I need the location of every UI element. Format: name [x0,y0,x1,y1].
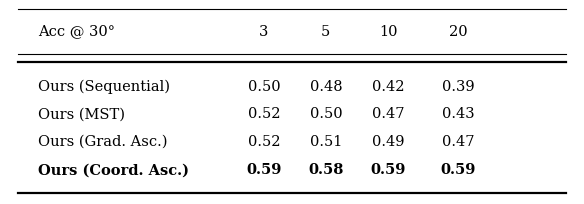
Text: 0.50: 0.50 [310,107,342,121]
Text: 0.39: 0.39 [442,80,475,94]
Text: 0.51: 0.51 [310,135,342,149]
Text: 0.59: 0.59 [441,163,476,177]
Text: 0.48: 0.48 [310,80,342,94]
Text: Ours (Sequential): Ours (Sequential) [38,80,170,94]
Text: 0.52: 0.52 [248,107,280,121]
Text: Acc @ 30°: Acc @ 30° [38,25,115,39]
Text: Ours (Coord. Asc.): Ours (Coord. Asc.) [38,163,189,177]
Text: 0.59: 0.59 [371,163,406,177]
Text: 5: 5 [321,25,331,39]
Text: 0.50: 0.50 [248,80,280,94]
Text: 0.59: 0.59 [246,163,281,177]
Text: 20: 20 [449,25,468,39]
Text: Ours (MST): Ours (MST) [38,107,125,121]
Text: 0.42: 0.42 [372,80,405,94]
Text: 10: 10 [379,25,398,39]
Text: 3: 3 [259,25,269,39]
Text: 0.47: 0.47 [372,107,405,121]
Text: 0.43: 0.43 [442,107,475,121]
Text: 0.52: 0.52 [248,135,280,149]
Text: 0.49: 0.49 [372,135,405,149]
Text: Ours (Grad. Asc.): Ours (Grad. Asc.) [38,135,168,149]
Text: 0.47: 0.47 [442,135,475,149]
Text: 0.58: 0.58 [308,163,343,177]
